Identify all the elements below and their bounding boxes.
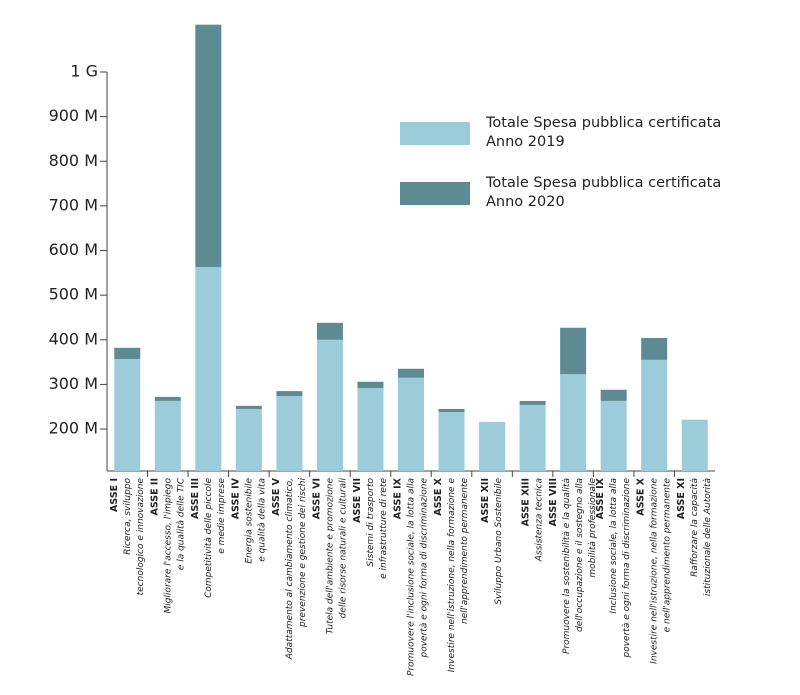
category-description: e nell'apprendimento permanente [663,478,673,633]
category-description: Migliorare l'accesso, l'impiego [163,478,173,614]
category-description: nell'apprendimento permanente [460,478,470,624]
bar-segment [641,359,668,471]
category-description: Adattamento al cambiamento climatico, [285,478,295,660]
bar-segment [195,24,222,268]
bar-segment [519,400,546,405]
category-description: delle risorse naturali e culturali [338,478,348,619]
y-tick-label: 700 M [49,195,98,214]
x-tick-label: ASSE IX [595,477,606,519]
x-tick-label: ASSE XIII [521,478,532,526]
legend-label: Totale Spesa pubblica certificata Anno 2… [486,175,722,210]
bar-segment [154,400,181,471]
category-description: e infrastrutture di rete [379,478,389,579]
category-description: Inclusione sociale, la lotta alla [609,478,619,614]
bar-segment [641,338,668,360]
bar-segment [316,322,343,340]
category-description: Assistenza tecnica [535,478,545,562]
x-tick-label: ASSE X [636,477,647,515]
bar-segment [600,400,627,471]
category-description: e medie imprese [217,478,227,554]
y-tick-label: 800 M [49,151,98,170]
y-tick-label: 900 M [49,106,98,125]
category-description: dell'occupazione e il sostegno alla [575,478,585,632]
category-description: Promuovere la sostenibilità e la qualità [562,478,572,654]
category-description: Energia sostenibile [244,478,254,564]
category-description: Tutela dell'ambiente e promozione [325,478,335,635]
bar-segment [398,377,424,471]
category-description: Rafforzare la capacità [690,478,700,577]
category-description: Sistemi di trasporto [366,478,376,567]
x-tick-label: ASSE II [149,478,160,515]
category-description: Investire nell'istruzione, nella formazi… [650,478,660,664]
category-description: e la qualità delle TIC [176,477,186,570]
x-tick-label: ASSE V [271,477,282,515]
category-description: e qualità della vita [257,478,267,562]
bar-segment [519,404,546,471]
y-tick-label: 600 M [49,240,98,259]
legend-swatch [400,182,470,205]
bar-segment [600,389,627,401]
category-description: prevenzione e gestione dei rischi [298,478,308,628]
bar-segment [114,358,141,471]
bar-segment [235,405,262,409]
bar-segment [479,421,506,471]
y-tick-label: 500 M [49,285,98,304]
bar-segment [195,267,222,471]
y-tick-label: 1 G [70,62,98,81]
category-description: povertà e ogni forma di discriminazione [420,478,430,659]
x-tick-label: ASSE VII [352,478,363,523]
category-description: Competitività delle piccole [204,478,214,598]
bar-segment [357,387,384,471]
y-tick-label: 200 M [49,419,98,438]
bar-segment [681,419,708,471]
bar-segment [276,396,303,471]
category-description: istituzionale delle Autorità [703,478,713,596]
bar-segment [438,408,465,413]
category-description: Ricerca, sviluppo [123,478,133,555]
bar-segment [357,381,384,388]
x-tick-label: ASSE VI [311,478,322,519]
bar-segment [154,396,181,401]
bar-segment [316,339,343,471]
category-description: povertà e ogni forma di discriminazione [622,478,632,659]
category-description: Promuovere l'inclusione sociale, la lott… [407,478,417,676]
x-tick-label: ASSE IX [393,477,404,519]
x-tick-label: ASSE XII [480,478,491,523]
legend-swatch [400,122,470,145]
legend-label: Totale Spesa pubblica certificata Anno 2… [486,115,722,150]
bar-segment [398,368,424,378]
category-description: tecnologico e innovazione [136,478,146,596]
bar-segment [235,408,262,471]
category-description: Sviluppo Urbano Sostenibile [494,478,504,605]
x-tick-label: ASSE XI [676,478,687,519]
category-description: mobilità professionale [588,478,598,578]
bar-segment [560,374,587,471]
category-description: Investire nell'istruzione, nella formazi… [447,478,457,673]
bar-segment [560,327,587,375]
bar-segment [114,347,141,359]
x-tick-label: ASSE VIII [548,478,559,526]
x-tick-label: ASSE I [109,478,120,512]
bar-segment [276,391,303,397]
x-tick-label: ASSE III [190,478,201,519]
bar-segment [438,412,465,471]
y-tick-label: 400 M [49,329,98,348]
y-tick-label: 300 M [49,374,98,393]
x-tick-label: ASSE X [433,477,444,515]
x-tick-label: ASSE IV [230,477,241,519]
